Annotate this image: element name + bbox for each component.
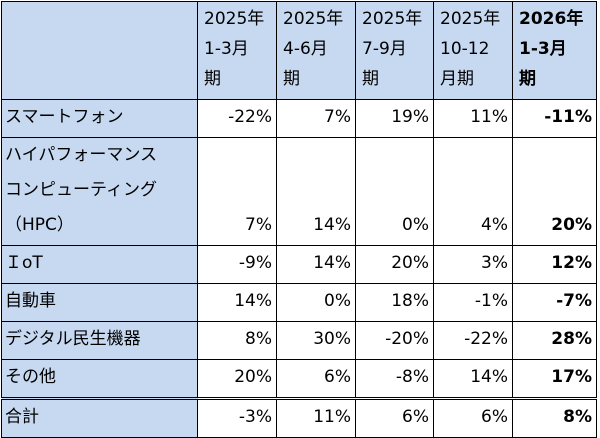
- value-cell: -22%: [197, 99, 277, 138]
- value-cell: 20%: [512, 137, 597, 246]
- value-cell: -1%: [433, 283, 513, 322]
- data-row: デジタル民生機器 8% 30% -20% -22% 28%: [1, 321, 597, 360]
- text-line: デジタル民生機器: [5, 329, 141, 349]
- data-row: ＩoT -9% 14% 20% 3% 12%: [1, 245, 597, 284]
- text-line: 2025年: [204, 9, 265, 29]
- value-cell: 30%: [276, 321, 356, 360]
- header-cell: 2025年 7-9月期: [355, 1, 434, 100]
- text-line: 月期: [440, 69, 474, 89]
- value-cell: 0%: [355, 137, 434, 246]
- value-cell: 11%: [433, 99, 513, 138]
- data-row: スマートフォン -22% 7% 19% 11% -11%: [1, 99, 597, 138]
- text-line: （HPC）: [5, 215, 74, 235]
- header-cell: 2025年 10-12 月期: [433, 1, 513, 100]
- value-cell: 4%: [433, 137, 513, 246]
- text-line: 期: [283, 69, 300, 89]
- row-label: その他: [1, 359, 198, 399]
- text-line: 2025年: [362, 9, 423, 29]
- text-line: 2025年: [440, 9, 501, 29]
- data-row: その他 20% 6% -8% 14% 17%: [1, 359, 597, 399]
- text-line: 1-3月: [519, 39, 567, 59]
- row-label: 自動車: [1, 283, 198, 322]
- value-cell: 18%: [355, 283, 434, 322]
- text-line: 期: [362, 69, 379, 89]
- value-cell: 20%: [197, 359, 277, 399]
- data-row: ハイパフォーマンス コンピューティング （HPC） 7% 14% 0% 4% 20%: [1, 137, 597, 246]
- text-line: ハイパフォーマンス: [5, 145, 157, 165]
- row-label: 合計: [1, 397, 198, 438]
- text-line: 期: [204, 69, 221, 89]
- value-cell: -7%: [512, 283, 597, 322]
- row-label: スマートフォン: [1, 99, 198, 138]
- text-line: コンピューティング: [5, 180, 157, 200]
- value-cell: 6%: [355, 397, 434, 438]
- value-cell: -9%: [197, 245, 277, 284]
- value-cell: 6%: [433, 397, 513, 438]
- value-cell: 19%: [355, 99, 434, 138]
- text-line: その他: [5, 367, 56, 387]
- value-cell: 14%: [276, 137, 356, 246]
- value-cell: -20%: [355, 321, 434, 360]
- header-cell: 2026年 1-3月期: [512, 1, 597, 100]
- value-cell: 14%: [197, 283, 277, 322]
- value-cell: 17%: [512, 359, 597, 399]
- text-line: 2026年: [519, 9, 584, 29]
- value-cell: 3%: [433, 245, 513, 284]
- value-cell: 11%: [276, 397, 356, 438]
- value-cell: -22%: [433, 321, 513, 360]
- value-cell: 14%: [276, 245, 356, 284]
- text-line: 合計: [5, 407, 39, 427]
- text-line: 7-9月: [362, 39, 407, 59]
- corner-cell: [1, 1, 198, 100]
- header-cell: 2025年 1-3月期: [197, 1, 277, 100]
- text-line: 4-6月: [283, 39, 328, 59]
- value-cell: -8%: [355, 359, 434, 399]
- value-cell: 6%: [276, 359, 356, 399]
- value-cell: 28%: [512, 321, 597, 360]
- value-cell: 0%: [276, 283, 356, 322]
- value-cell: -3%: [197, 397, 277, 438]
- value-cell: 12%: [512, 245, 597, 284]
- header-cell: 2025年 4-6月期: [276, 1, 356, 100]
- value-cell: 7%: [276, 99, 356, 138]
- data-row: 合計 -3% 11% 6% 6% 8%: [1, 397, 597, 438]
- row-label: デジタル民生機器: [1, 321, 198, 360]
- row-label: ＩoT: [1, 245, 198, 284]
- data-row: 自動車 14% 0% 18% -1% -7%: [1, 283, 597, 322]
- text-line: ＩoT: [5, 253, 43, 273]
- text-line: 2025年: [283, 9, 344, 29]
- row-label: ハイパフォーマンス コンピューティング （HPC）: [1, 137, 198, 246]
- text-line: 1-3月: [204, 39, 249, 59]
- text-line: 自動車: [5, 291, 56, 311]
- text-line: 期: [519, 69, 536, 89]
- text-line: 10-12: [440, 39, 490, 59]
- value-cell: 7%: [197, 137, 277, 246]
- value-cell: -11%: [512, 99, 597, 138]
- text-line: スマートフォン: [5, 107, 124, 127]
- value-cell: 8%: [512, 397, 597, 438]
- value-cell: 14%: [433, 359, 513, 399]
- value-cell: 8%: [197, 321, 277, 360]
- header-row: 2025年 1-3月期 2025年 4-6月期 2025年 7-9月期 2025年 10-12…: [1, 1, 597, 100]
- value-cell: 20%: [355, 245, 434, 284]
